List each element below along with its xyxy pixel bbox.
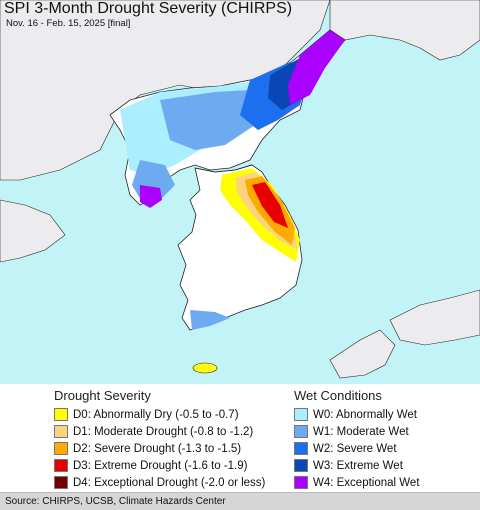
legend-label-w0: W0: Abnormally Wet — [313, 408, 417, 421]
legend-item-d4: D4: Exceptional Drought (-2.0 or less) — [54, 474, 265, 491]
drought-legend: Drought Severity D0: Abnormally Dry (-0.… — [54, 388, 265, 491]
swatch-d3 — [54, 459, 68, 472]
japan-kyushu — [329, 329, 396, 379]
legend-item-d2: D2: Severe Drought (-1.3 to -1.5) — [54, 440, 265, 457]
swatch-w0 — [294, 408, 308, 421]
legend-item-w3: W3: Extreme Wet — [294, 457, 420, 474]
legend-label-w1: W1: Moderate Wet — [313, 425, 409, 438]
map-subtitle: Nov. 16 - Feb. 15, 2025 [final] — [6, 18, 131, 29]
swatch-d4 — [54, 476, 68, 489]
map-title: SPI 3-Month Drought Severity (CHIRPS) — [4, 0, 293, 17]
dmz-border — [194, 164, 253, 173]
swatch-d0 — [54, 408, 68, 421]
legend-label-w4: W4: Exceptional Wet — [313, 476, 420, 489]
swatch-w1 — [294, 425, 308, 438]
source-bar: Source: CHIRPS, UCSB, Climate Hazards Ce… — [0, 492, 480, 510]
legend-item-d0: D0: Abnormally Dry (-0.5 to -0.7) — [54, 406, 265, 423]
legend-label-w3: W3: Extreme Wet — [313, 459, 403, 472]
wet-legend: Wet Conditions W0: Abnormally Wet W1: Mo… — [294, 388, 420, 491]
wet-w1-north — [160, 90, 255, 150]
legend-panel: Drought Severity D0: Abnormally Dry (-0.… — [0, 384, 480, 492]
legend-label-d0: D0: Abnormally Dry (-0.5 to -0.7) — [73, 408, 239, 421]
wet-w4-northeast — [288, 30, 345, 105]
drought-legend-heading: Drought Severity — [54, 388, 151, 403]
swatch-d1 — [54, 425, 68, 438]
swatch-w4 — [294, 476, 308, 489]
legend-label-d1: D1: Moderate Drought (-0.8 to -1.2) — [73, 425, 254, 438]
jeju-island — [192, 362, 218, 374]
map-canvas — [0, 0, 480, 379]
drought-d3-east — [252, 182, 288, 228]
russia-landmass — [329, 0, 480, 61]
legend-item-d1: D1: Moderate Drought (-0.8 to -1.2) — [54, 423, 265, 440]
swatch-w2 — [294, 442, 308, 455]
legend-item-w2: W2: Severe Wet — [294, 440, 420, 457]
legend-label-w2: W2: Severe Wet — [313, 442, 397, 455]
legend-label-d2: D2: Severe Drought (-1.3 to -1.5) — [73, 442, 242, 455]
source-text: Source: CHIRPS, UCSB, Climate Hazards Ce… — [5, 496, 226, 507]
legend-label-d4: D4: Exceptional Drought (-2.0 or less) — [73, 476, 266, 489]
legend-label-d3: D3: Extreme Drought (-1.6 to -1.9) — [73, 459, 248, 472]
drought-map: SPI 3-Month Drought Severity (CHIRPS) No… — [0, 0, 480, 384]
china-shandong — [0, 199, 66, 263]
swatch-d2 — [54, 442, 68, 455]
legend-item-d3: D3: Extreme Drought (-1.6 to -1.9) — [54, 457, 265, 474]
swatch-w3 — [294, 459, 308, 472]
legend-item-w0: W0: Abnormally Wet — [294, 406, 420, 423]
legend-item-w1: W1: Moderate Wet — [294, 423, 420, 440]
legend-item-w4: W4: Exceptional Wet — [294, 474, 420, 491]
wet-w4-west-coast — [140, 185, 162, 208]
china-landmass — [0, 0, 331, 181]
japan-honshu — [389, 289, 480, 346]
wet-w1-south — [190, 310, 230, 330]
wet-legend-heading: Wet Conditions — [294, 388, 382, 403]
